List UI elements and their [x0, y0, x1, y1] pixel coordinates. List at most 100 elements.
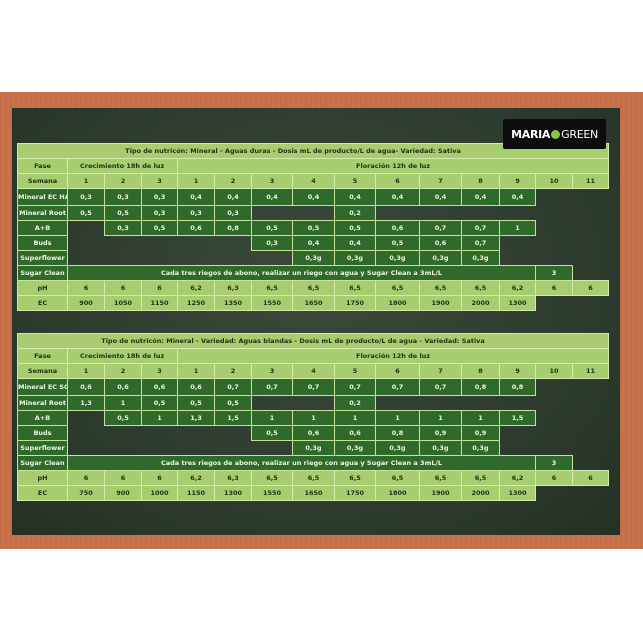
empty-cell [536, 411, 573, 426]
table-row: Mineral Root 0,5 0,5 0,3 0,3 0,3 0,2 [17, 205, 609, 221]
empty-cell [536, 221, 573, 236]
dose-cell: 0,3g [419, 440, 462, 456]
dose-cell: 0,7 [214, 378, 252, 396]
table-title: Tipo de nutricón: Mineral - Variedad: Ag… [16, 333, 610, 349]
week-number: 2 [214, 173, 252, 189]
ec-value: 1900 [419, 485, 462, 501]
ec-value: 1650 [292, 485, 335, 501]
week-row: Semana 1 2 3 1 2 3 4 5 6 7 8 9 10 11 [17, 173, 610, 189]
dose-cell: 1,3 [177, 410, 215, 426]
dose-cell: 0,5 [251, 220, 293, 236]
product-label: Buds [17, 425, 68, 441]
ph-value: 6,2 [177, 280, 215, 296]
week-number: 9 [499, 363, 536, 379]
empty-cell [68, 221, 105, 236]
ec-value: 1800 [375, 485, 420, 501]
week-number: 6 [375, 363, 420, 379]
dose-cell: 0,5 [67, 205, 105, 221]
empty-cell [178, 426, 215, 441]
empty-cell [573, 456, 609, 471]
dose-cell: 0,5 [104, 205, 142, 221]
dose-cell: 0,5 [292, 220, 335, 236]
empty-cell [142, 236, 178, 251]
phase-label: Fase [17, 348, 68, 364]
dose-cell: 0,3 [141, 205, 178, 221]
ph-value: 6,5 [251, 280, 293, 296]
empty-cell [462, 396, 500, 411]
week-number: 7 [419, 363, 462, 379]
flowering-phase-label: Floración 12h de luz [176, 158, 610, 174]
empty-cell [376, 206, 420, 221]
dose-cell: 0,4 [419, 188, 462, 206]
table-row: A+B 0,3 0,5 0,6 0,8 0,5 0,5 0,5 0,6 0,7 0,7 1 [17, 220, 609, 236]
product-label: Mineral EC SOFT [17, 378, 68, 396]
table-row: Mineral Root 1,3 1 0,5 0,5 0,5 0,2 [17, 395, 609, 411]
ph-value: 6,5 [375, 470, 420, 486]
product-label: Mineral Root [17, 205, 68, 221]
dose-cell: 0,7 [251, 378, 293, 396]
empty-cell [252, 441, 293, 456]
ph-value: 6,5 [334, 470, 376, 486]
phase-row: Fase Crecimiento 18h de luz Floración 12h … [17, 348, 610, 364]
week-number: 9 [499, 173, 536, 189]
logo-text-right: GREEN [561, 127, 598, 141]
dose-cell: 0,8 [375, 425, 420, 441]
dose-cell: 0,3 [177, 205, 215, 221]
ph-value: 6,3 [214, 470, 252, 486]
empty-cell [573, 221, 609, 236]
dose-cell: 1 [334, 410, 376, 426]
ec-value: 1750 [334, 295, 376, 311]
empty-cell [68, 426, 105, 441]
empty-cell [500, 251, 536, 266]
empty-cell [215, 441, 252, 456]
dose-cell: 0,3g [461, 440, 500, 456]
ec-value: 1150 [141, 295, 178, 311]
empty-cell [536, 296, 573, 311]
dose-cell: 1,3 [67, 395, 105, 411]
empty-cell [500, 206, 536, 221]
dose-cell: 0,4 [177, 188, 215, 206]
empty-cell [573, 206, 609, 221]
ph-value: 6,5 [375, 280, 420, 296]
table-hard-water: Tipo de nutricón: Mineral - Aguas duras … [16, 143, 610, 311]
week-number: 1 [67, 363, 105, 379]
empty-cell [500, 426, 536, 441]
dose-cell: 0,3 [67, 188, 105, 206]
ec-value: 1300 [499, 485, 536, 501]
sugar-clean-label: Sugar Clean [17, 455, 68, 471]
dose-cell: 0,3g [375, 440, 420, 456]
empty-cell [252, 251, 293, 266]
week-number: 3 [251, 363, 293, 379]
week-number: 8 [461, 173, 500, 189]
week-number: 10 [535, 173, 573, 189]
ec-value: 750 [67, 485, 105, 501]
week-number: 1 [67, 173, 105, 189]
dose-cell: 0,5 [251, 425, 293, 441]
ph-value: 6,5 [251, 470, 293, 486]
flowering-phase-label: Floración 12h de luz [176, 348, 610, 364]
table-row: A+B 0,5 1 1,3 1,5 1 1 1 1 1 1 1,5 [17, 410, 609, 426]
dose-cell: 0,4 [499, 188, 536, 206]
empty-cell [573, 396, 609, 411]
ph-value: 6,5 [461, 470, 500, 486]
dose-cell: 0,3 [251, 235, 293, 251]
dose-cell: 0,3g [292, 250, 335, 266]
empty-cell [68, 411, 105, 426]
empty-cell [500, 441, 536, 456]
ec-value: 1300 [499, 295, 536, 311]
week-number: 2 [214, 363, 252, 379]
empty-cell [376, 396, 420, 411]
dose-cell: 0,7 [334, 378, 376, 396]
sugar-clean-instruction: Cada tres riegos de abono, realizar un r… [67, 265, 536, 281]
dose-cell: 0,7 [461, 220, 500, 236]
ph-value: 6 [141, 470, 178, 486]
dose-cell: 0,4 [214, 188, 252, 206]
growth-phase-label: Crecimiento 18h de luz [67, 158, 178, 174]
empty-cell [536, 426, 573, 441]
ph-row: pH 6 6 6 6,2 6,3 6,5 6,5 6,5 6,5 6,5 6,5 6,2 6 6 [17, 280, 610, 296]
dose-cell: 0,9 [461, 425, 500, 441]
sugar-clean-dose: 3 [535, 455, 573, 471]
product-label: Mineral Root [17, 395, 68, 411]
empty-cell [215, 236, 252, 251]
title-row: Tipo de nutricón: Mineral - Variedad: Ag… [16, 333, 610, 349]
